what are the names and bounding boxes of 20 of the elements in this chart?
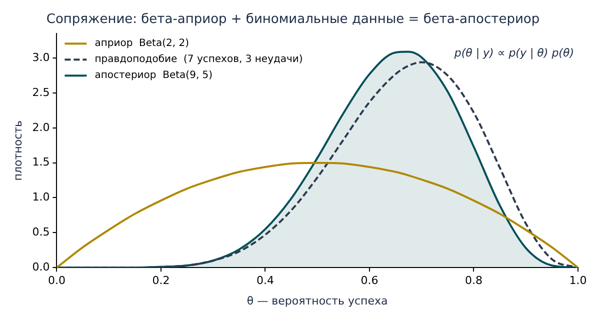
x-axis-title: θ — вероятность успеха — [246, 294, 388, 308]
x-tick-label: 0.2 — [152, 274, 170, 288]
y-tick-label: 2.0 — [32, 120, 50, 134]
legend-label: априор Beta(2, 2) — [94, 38, 190, 50]
x-tick-label: 0.0 — [48, 274, 66, 288]
annotation: p(θ | y) ∝ p(y | θ) p(θ) — [453, 46, 574, 60]
y-tick-label: 1.5 — [32, 156, 50, 169]
chart-title: Сопряжение: бета-априор + биномиальные данные = бета-апостериор — [46, 12, 540, 28]
y-tick-label: 0.5 — [32, 226, 50, 239]
x-tick-label: 1.0 — [569, 274, 587, 288]
y-tick-label: 0.0 — [32, 260, 50, 274]
legend-label: правдоподобие (7 успехов, 3 неудачи) — [94, 54, 303, 66]
y-axis-title: плотность — [11, 120, 24, 181]
y-tick-label: 2.5 — [32, 86, 50, 99]
x-tick-label: 0.4 — [256, 274, 274, 288]
x-tick-label: 0.6 — [360, 274, 378, 288]
legend-label: апостериор Beta(9, 5) — [94, 70, 213, 82]
y-tick-label: 1.0 — [32, 190, 50, 204]
x-tick-label: 0.8 — [464, 274, 482, 288]
y-tick-label: 3.0 — [32, 50, 50, 64]
